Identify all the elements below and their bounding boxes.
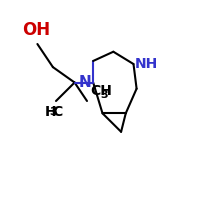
Text: OH: OH (23, 21, 51, 39)
Text: C: C (53, 105, 63, 119)
Text: 3: 3 (100, 90, 108, 100)
Text: 3: 3 (49, 107, 57, 117)
Text: H: H (45, 105, 57, 119)
Text: NH: NH (135, 57, 158, 71)
Text: CH: CH (90, 84, 112, 98)
Text: N: N (79, 75, 92, 90)
